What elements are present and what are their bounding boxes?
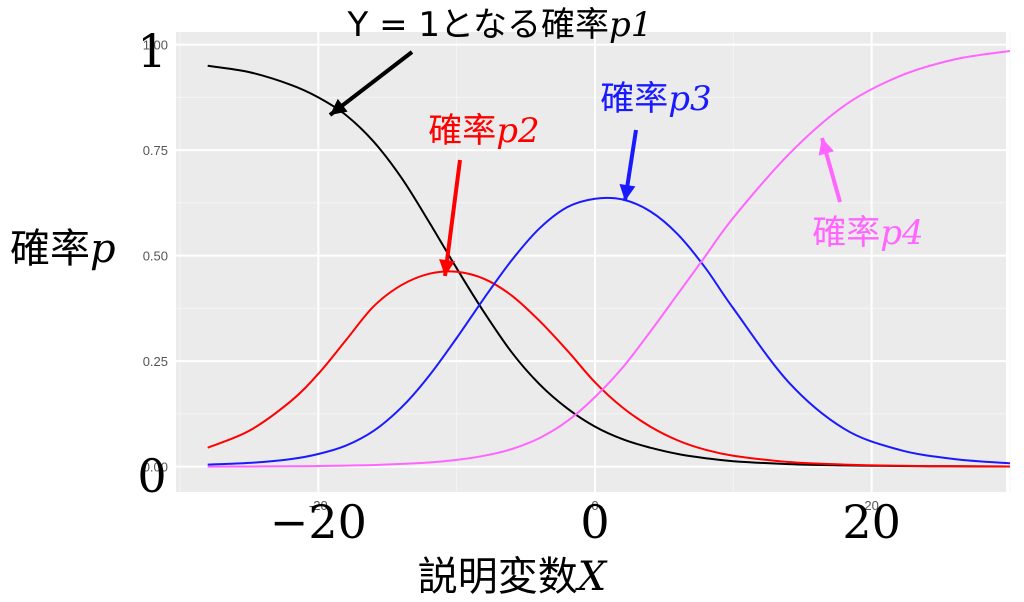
x-tick-label-big: −20: [270, 495, 367, 549]
y-tick-label-small: 0.50: [143, 249, 168, 264]
annotation-variable: p2: [496, 111, 539, 151]
annotation-label-p2: 確率p2: [428, 111, 539, 151]
annotation-arrowhead-p1: [330, 98, 348, 115]
y-tick-label-small: 0.25: [143, 354, 168, 369]
annotation-text: 確率: [428, 111, 496, 151]
x-tick-label-big: 0: [580, 495, 609, 549]
annotation-arrowhead-p4: [818, 138, 834, 156]
annotation-text: Y = 1となる確率: [347, 5, 609, 45]
x-tick-label-small: -20: [309, 498, 328, 513]
series-line-p4: [207, 50, 1011, 468]
x-axis-title-var: X: [575, 554, 608, 600]
x-tick-label-big: 20: [842, 495, 901, 549]
annotation-variable: p4: [880, 213, 923, 253]
x-tick-label-small: 20: [864, 498, 878, 513]
small-tick-labels: 0.00 0.25 0.50 0.75 1.00 -20 0 20: [143, 38, 879, 513]
annotation-arrowhead-p2: [439, 259, 455, 276]
series-line-p2: [207, 270, 1011, 468]
y-axis-title-var: p: [90, 226, 116, 272]
annotation-label-p4: 確率p4: [812, 213, 923, 253]
big-tick-labels: −20 0 20 0 1: [137, 24, 901, 549]
annotation-arrowhead-p3: [619, 184, 636, 201]
x-axis-title-main: 説明変数: [418, 554, 578, 600]
series-layer: [207, 50, 1011, 468]
annotation-label-p3: 確率p3: [600, 79, 711, 119]
plot-panel: [176, 32, 1006, 492]
y-tick-label-small: 0.00: [143, 460, 168, 475]
annotation-variable: p3: [668, 79, 711, 119]
annotation-variable: p1: [609, 5, 652, 45]
x-tick-label-small: 0: [591, 498, 598, 513]
series-line-p1: [207, 64, 1011, 468]
y-tick-label-big: 0: [137, 449, 166, 503]
annotation-arrow-shaft-p2: [443, 159, 462, 277]
y-axis-title-main: 確率: [10, 226, 90, 272]
y-tick-label-small: 0.75: [143, 143, 168, 158]
annotation-text: 確率: [812, 213, 880, 253]
annotation-text: 確率: [600, 79, 668, 119]
minor-gridlines: [176, 32, 1011, 492]
annotation-label-p1: Y = 1となる確率p1: [347, 5, 653, 45]
y-axis-title: 確率p: [10, 226, 116, 272]
x-axis-title: 説明変数X: [418, 554, 608, 600]
annotation-arrow-shaft-p1: [328, 50, 414, 117]
y-tick-label-big: 1: [137, 24, 166, 78]
series-line-p3: [207, 196, 1011, 466]
y-tick-label-small: 1.00: [143, 38, 168, 53]
